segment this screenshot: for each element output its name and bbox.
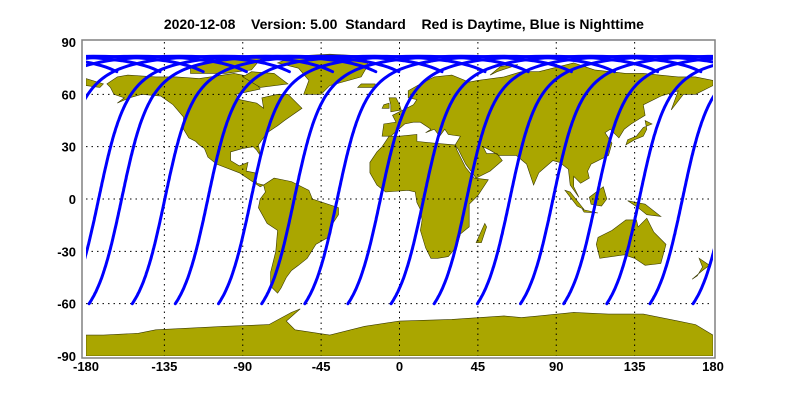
ground-track-12 [605,63,713,306]
ground-track-14 [691,248,713,306]
ground-track-9 [475,54,713,306]
land-antarctica [86,308,713,356]
land-novaya-zemlya [489,64,518,76]
title-legend: Red is Daytime, Blue is Nighttime [421,16,644,32]
ground-track-5 [303,54,616,306]
ground-tracks [0,54,800,306]
ground-track-3 [217,54,530,306]
land-iceland [356,83,376,88]
land-eurasia [381,62,713,198]
land-south-america [258,177,339,294]
x-tick-label: -90 [233,359,252,374]
x-tick-label: 45 [471,359,485,374]
land-africa [369,134,489,259]
x-axis-ticks: -180 -135 -90 -45 0 45 90 135 180 [73,359,724,374]
ground-track-7 [389,54,703,306]
ground-track-1 [130,54,444,306]
ground-track-6 [346,54,660,306]
x-tick-label: 0 [396,359,403,374]
land-new-guinea [627,200,662,217]
ground-track-0 [716,56,800,303]
map-title: 2020-12-08 Version: 5.00 Standard Red is… [144,16,655,32]
plot-frame [81,39,716,359]
ground-track-13 [648,94,713,306]
y-tick-label: 60 [62,87,76,102]
ground-track-4 [260,54,573,306]
title-product: Standard [345,16,406,32]
y-tick-label: 0 [69,192,76,207]
ground-track-8 [86,60,119,74]
x-tick-label: -180 [73,359,99,374]
y-tick-label: -60 [57,297,76,312]
title-version: Version: 5.00 [251,16,338,32]
ground-track-11 [562,56,713,306]
land-java [581,209,599,214]
x-tick-label: -135 [151,359,177,374]
y-tick-label: -90 [57,349,76,364]
land-sumatra [564,189,585,210]
land-japan [625,119,653,146]
ground-track-14 [86,54,378,260]
land-madagascar [475,222,487,243]
ground-track-10 [519,54,713,306]
title-date: 2020-12-08 [164,16,236,32]
x-tick-label: 90 [549,359,563,374]
ground-track-6 [0,56,31,303]
y-axis-ticks: 90 60 30 0 -30 -60 -90 [57,35,76,364]
land-britain [388,97,402,113]
land-north-america [106,73,303,188]
x-tick-label: -45 [312,359,331,374]
ground-track-1 [759,56,800,303]
x-tick-label: 180 [702,359,724,374]
land-masses [86,53,713,356]
y-tick-label: -30 [57,244,76,259]
land-ireland [381,102,390,109]
ground-track-0 [87,54,401,306]
ground-track-13 [86,54,335,101]
y-tick-label: 30 [62,140,76,155]
ground-track-2 [173,54,487,306]
x-tick-label: 135 [624,359,646,374]
y-tick-label: 90 [62,35,76,50]
ground-track-8 [432,54,713,306]
